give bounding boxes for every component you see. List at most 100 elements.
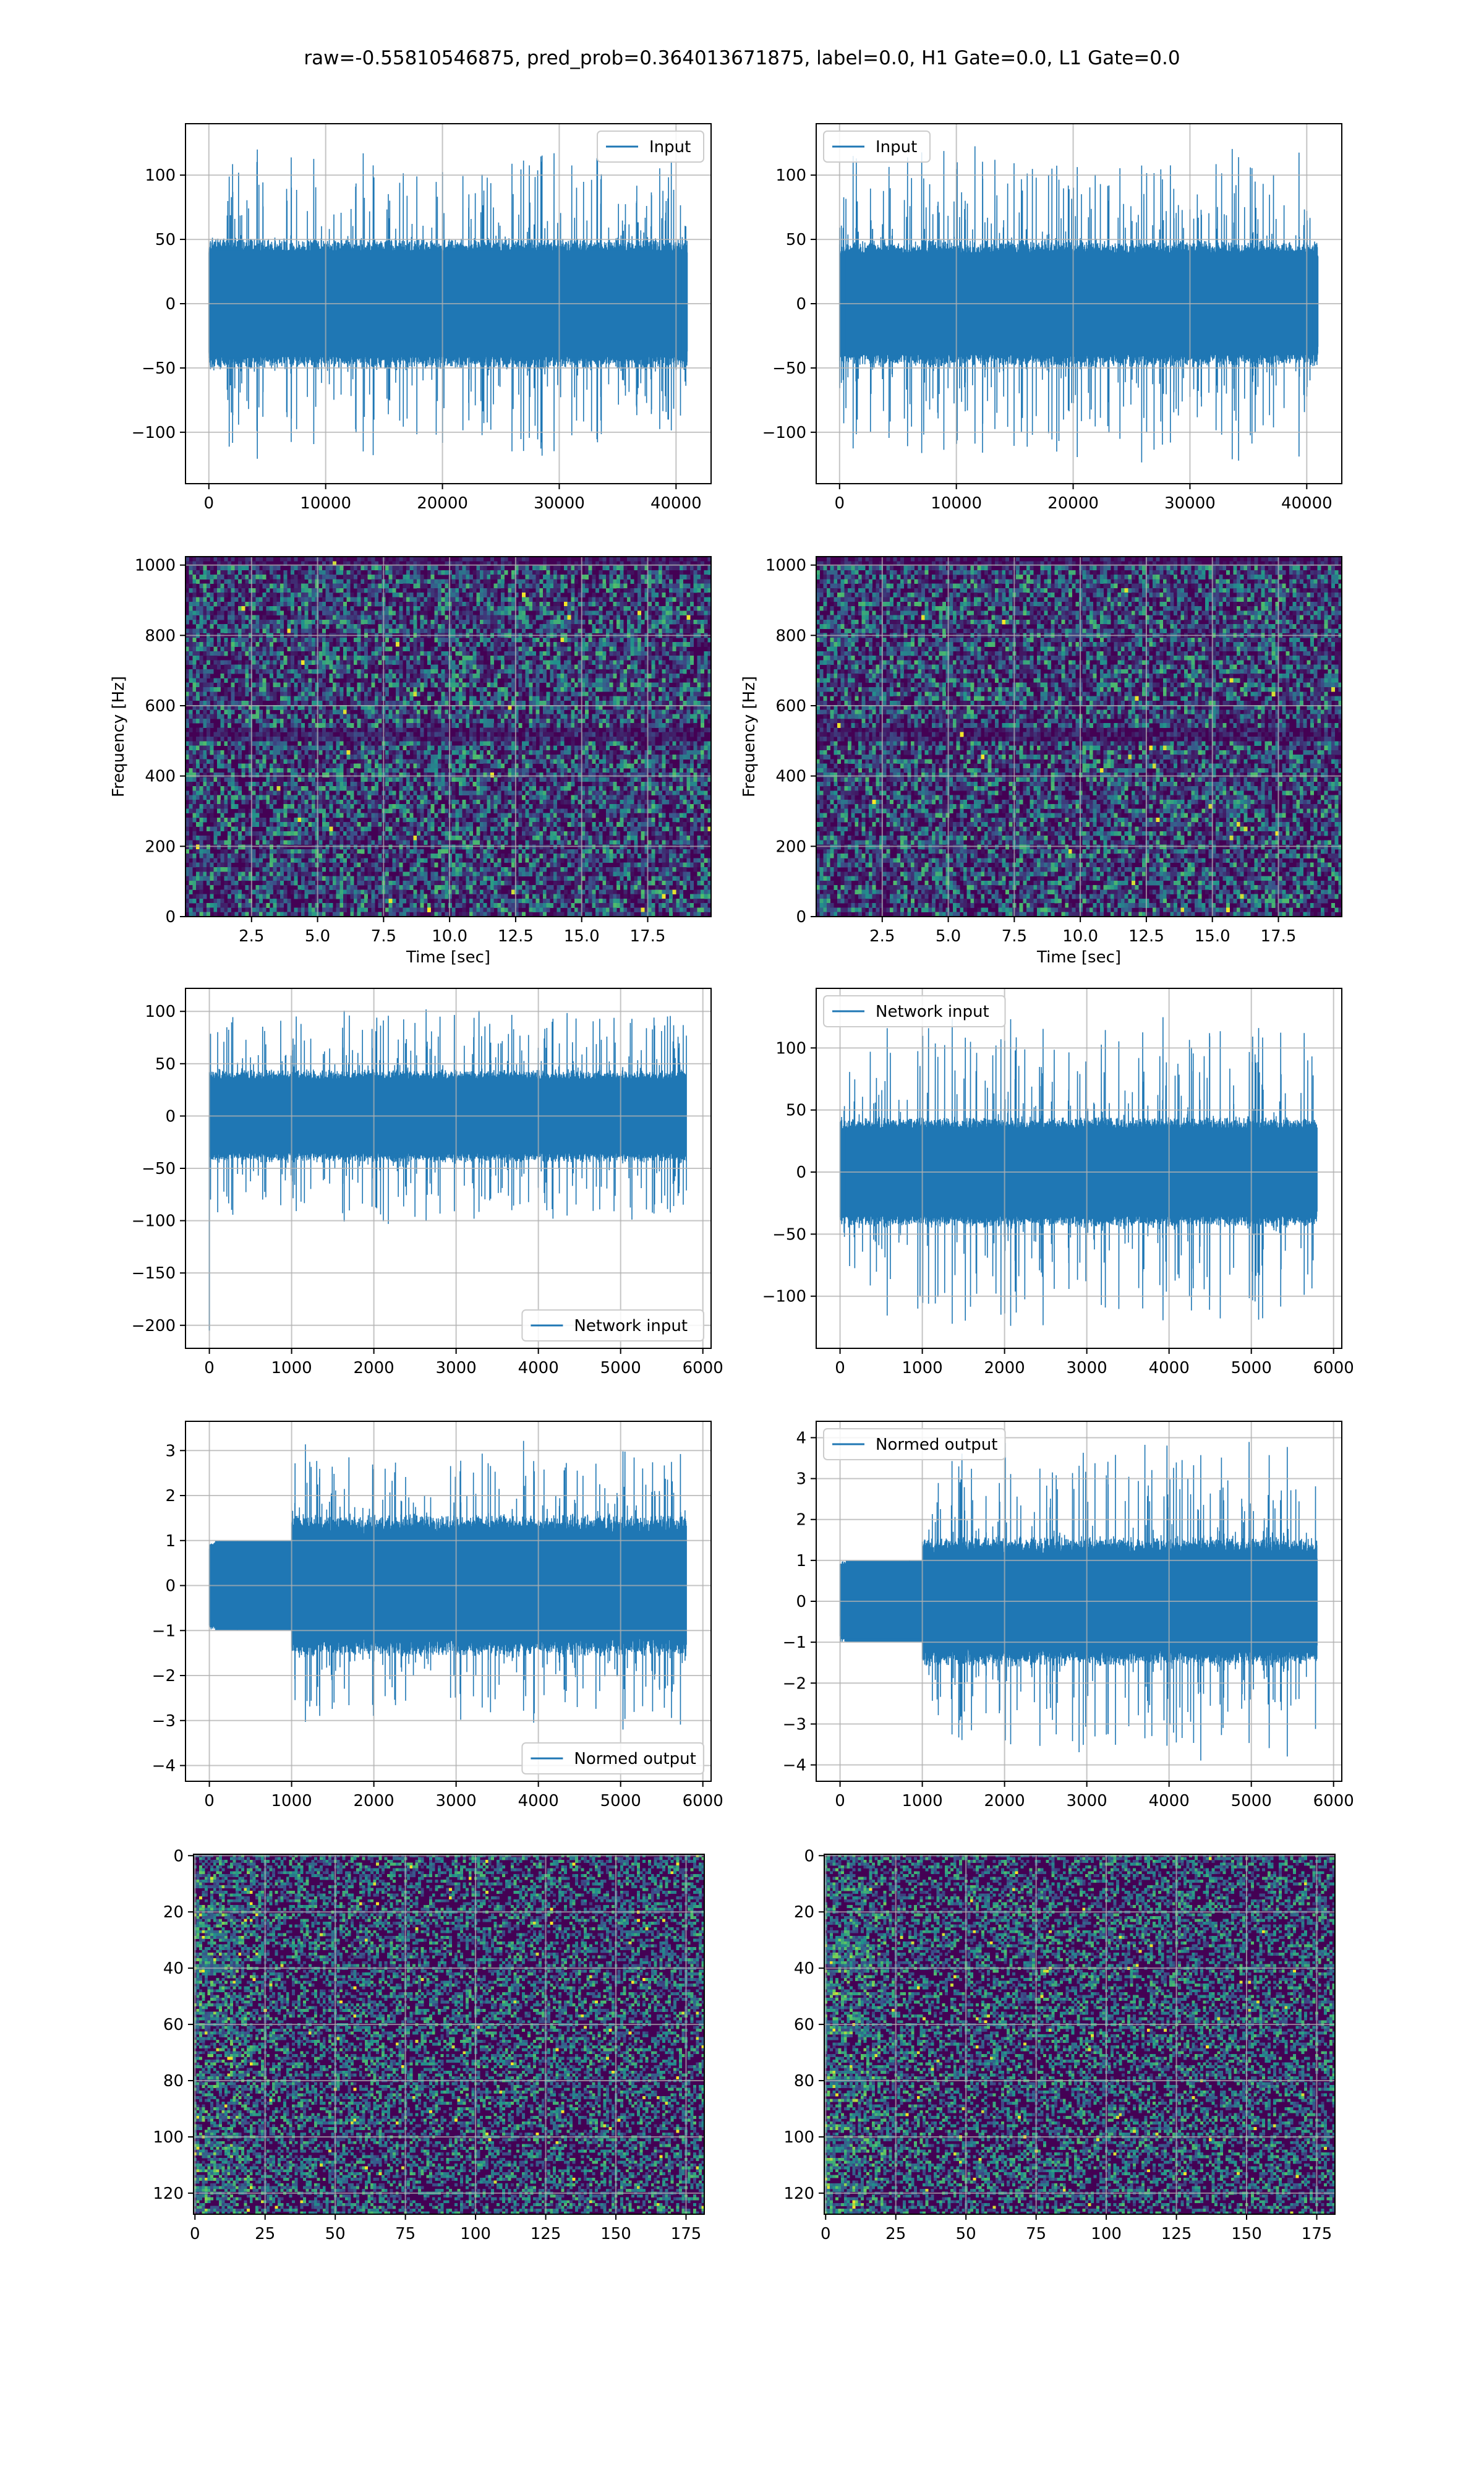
- x-tick-label: 2000: [984, 1359, 1025, 1377]
- axes-frame: [824, 1854, 1336, 2215]
- legend-label: Network input: [574, 1317, 688, 1335]
- y-tick-label: 100: [775, 1039, 806, 1058]
- x-tick-label: 20000: [1047, 494, 1099, 513]
- chart-norm-l1: 0 1000 2000 3000 4000 5000 6000 −4 −3 −2 −1 0 1 2 3 4 No…: [783, 1421, 1354, 1810]
- x-tick-label: 20000: [417, 494, 468, 513]
- y-tick-label: 100: [783, 2128, 814, 2147]
- y-tick-label: 60: [163, 2016, 184, 2034]
- x-tick-label: 1000: [902, 1359, 943, 1377]
- x-tick-label: 3000: [436, 1792, 477, 1810]
- x-tick-label: 0: [835, 494, 845, 513]
- legend-box: [521, 1309, 705, 1342]
- heatmap-cells: [816, 557, 1342, 917]
- chart-raw-l1: 0 10000 20000 30000 40000 −100 −50 0 50 100 Input: [762, 123, 1342, 513]
- chart-img-h1: 0 25 50 75 100 125 150 175 0 20 40 60 80 100 120: [153, 1847, 705, 2243]
- x-tick-label: 50: [325, 2225, 346, 2243]
- x-tick-label: 7.5: [371, 927, 396, 946]
- y-tick-label: 20: [794, 1903, 814, 1922]
- y-tick-label: −100: [132, 424, 176, 442]
- plot-area: [186, 557, 711, 917]
- legend-label: Input: [876, 138, 917, 156]
- gridlines: [194, 1854, 704, 2214]
- x-tick-label: 3000: [436, 1359, 477, 1377]
- gridlines: [824, 1854, 1335, 2214]
- legend-box: [823, 1428, 1006, 1460]
- x-tick-label: 12.5: [1128, 927, 1164, 946]
- x-tick-label: 5000: [600, 1359, 641, 1377]
- plot-area: [824, 1854, 1335, 2214]
- y-tick-label: 0: [796, 1163, 806, 1182]
- y-axis-label: Frequency [Hz]: [109, 676, 128, 797]
- y-tick-label: 120: [153, 2185, 184, 2203]
- x-tick-label: 1000: [271, 1792, 312, 1810]
- axes-frame: [193, 1854, 705, 2215]
- gridlines: [816, 988, 1342, 1348]
- y-tick-label: 200: [145, 837, 176, 856]
- y-tick-label: 0: [796, 295, 806, 314]
- y-tick-label: 200: [775, 837, 806, 856]
- y-tick-label: 0: [796, 1593, 806, 1611]
- y-tick-label: 4: [796, 1429, 806, 1447]
- y-axis-label: Frequency [Hz]: [740, 676, 759, 797]
- chart-img-l1: 0 25 50 75 100 125 150 175 0 20 40 60 80 100 120: [783, 1847, 1336, 2243]
- legend-label: Network input: [876, 1003, 989, 1021]
- x-tick-label: 30000: [1164, 494, 1216, 513]
- y-tick-label: −50: [142, 359, 176, 378]
- x-tick-label: 150: [600, 2225, 631, 2243]
- legend-label: Input: [649, 138, 691, 156]
- x-tick-label: 0: [821, 2225, 831, 2243]
- x-tick-label: 4000: [518, 1359, 559, 1377]
- x-tick-label: 25: [885, 2225, 906, 2243]
- x-tick-label: 6000: [683, 1359, 723, 1377]
- x-tick-label: 6000: [1313, 1359, 1354, 1377]
- legend-label: Normed output: [876, 1436, 997, 1454]
- legend-box: [521, 1742, 705, 1774]
- x-tick-label: 5000: [1231, 1359, 1272, 1377]
- y-tick-label: −4: [783, 1757, 806, 1775]
- chart-net-l1: 0 1000 2000 3000 4000 5000 6000 −100 −50 0 50 100 Ne…: [762, 988, 1354, 1377]
- y-tick-label: −50: [142, 1160, 176, 1178]
- x-tick-label: 17.5: [1261, 927, 1297, 946]
- x-tick-label: 6000: [683, 1792, 723, 1810]
- y-tick-label: −100: [132, 1212, 176, 1231]
- x-tick-label: 5000: [1231, 1792, 1272, 1810]
- x-tick-label: 10.0: [1062, 927, 1098, 946]
- x-tick-label: 0: [204, 1792, 215, 1810]
- x-tick-label: 4000: [1149, 1359, 1190, 1377]
- x-axis-label: Time [sec]: [406, 948, 490, 967]
- chart-spec-h1: 2.5 5.0 7.5 10.0 12.5 15.0 17.5 0 200 400 600 800 10…: [109, 556, 712, 967]
- y-tick-label: 1000: [135, 557, 176, 575]
- legend: Normed output: [521, 1742, 705, 1774]
- y-tick-label: 80: [163, 2072, 184, 2091]
- axes-frame: [185, 556, 712, 917]
- y-tick-label: 100: [145, 166, 176, 185]
- y-tick-label: −3: [783, 1715, 806, 1734]
- x-tick-label: 2000: [354, 1359, 394, 1377]
- plot-area: [194, 1854, 704, 2214]
- y-tick-label: 0: [165, 1577, 176, 1596]
- x-tick-label: 0: [204, 1359, 215, 1377]
- x-tick-label: 125: [531, 2225, 561, 2243]
- y-tick-label: 40: [794, 1959, 814, 1978]
- y-tick-label: 0: [165, 908, 176, 927]
- y-tick-label: 80: [794, 2072, 814, 2091]
- plot-area: [838, 146, 1319, 463]
- y-tick-label: 0: [796, 908, 806, 927]
- x-tick-label: 2000: [984, 1792, 1025, 1810]
- x-tick-label: 2000: [354, 1792, 394, 1810]
- y-tick-label: 100: [775, 166, 806, 185]
- gridlines: [816, 124, 1342, 484]
- x-tick-label: 2.5: [869, 927, 895, 946]
- chart-net-h1: 0 1000 2000 3000 4000 5000 6000−200−150−100−50…: [132, 988, 723, 1377]
- x-tick-label: 15.0: [1195, 927, 1230, 946]
- x-tick-label: 7.5: [1002, 927, 1027, 946]
- legend: Input: [597, 131, 704, 163]
- y-tick-label: −200: [132, 1317, 176, 1335]
- y-tick-label: −2: [783, 1674, 806, 1693]
- x-tick-label: 4000: [1149, 1792, 1190, 1810]
- y-tick-label: −100: [762, 1288, 806, 1306]
- x-tick-label: 15.0: [564, 927, 600, 946]
- y-tick-label: 1: [796, 1552, 806, 1570]
- x-tick-label: 125: [1161, 2225, 1192, 2243]
- chart-norm-h1: 0 1000 2000 3000 4000 5000 6000 −4 −3 −2 −1 0 1 2 3 Nor…: [152, 1421, 723, 1810]
